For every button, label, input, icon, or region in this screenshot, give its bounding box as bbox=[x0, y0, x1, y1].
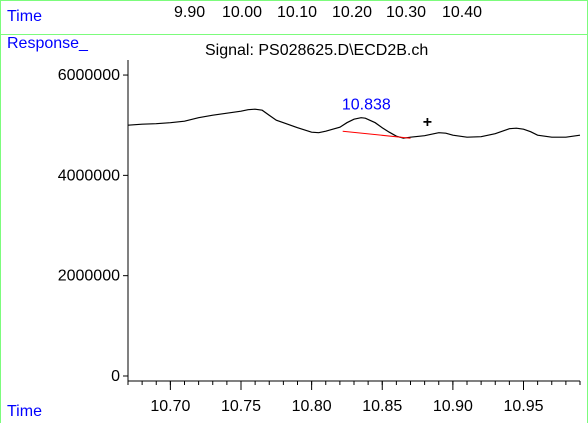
x-tick-label: 10.90 bbox=[433, 398, 473, 415]
footer-time-label: Time bbox=[7, 403, 42, 420]
header-tick-label: 10.00 bbox=[222, 4, 263, 21]
header-tick-label: 9.90 bbox=[174, 4, 206, 21]
header-time-label: Time bbox=[7, 8, 42, 25]
chart-title: Signal: PS028625.D\ECD2B.ch bbox=[205, 42, 429, 59]
header-tick-label: 10.20 bbox=[332, 4, 373, 21]
x-tick-label: 10.75 bbox=[221, 398, 261, 415]
peak-baseline bbox=[342, 130, 411, 139]
y-tick-label: 2000000 bbox=[58, 268, 120, 285]
y-tick-label: 4000000 bbox=[58, 167, 120, 184]
crosshair-marker: + bbox=[423, 114, 432, 131]
header-tick-label: 10.10 bbox=[277, 4, 318, 21]
peak-retention-label: 10.838 bbox=[342, 97, 391, 114]
header-tick-label: 10.40 bbox=[442, 4, 483, 21]
frame-header-divider bbox=[0, 34, 588, 35]
y-tick-label: 6000000 bbox=[58, 67, 120, 84]
x-tick-label: 10.85 bbox=[362, 398, 402, 415]
x-tick-label: 10.70 bbox=[150, 398, 190, 415]
response-axis-label: Response_ bbox=[7, 35, 88, 52]
y-tick-label: 0 bbox=[111, 368, 120, 385]
x-tick-label: 10.95 bbox=[503, 398, 543, 415]
frame-left-border bbox=[0, 0, 1, 423]
header-tick-label: 10.30 bbox=[386, 4, 427, 21]
frame-top-border bbox=[0, 0, 588, 1]
signal-trace bbox=[127, 108, 581, 139]
x-tick-label: 10.80 bbox=[292, 398, 332, 415]
